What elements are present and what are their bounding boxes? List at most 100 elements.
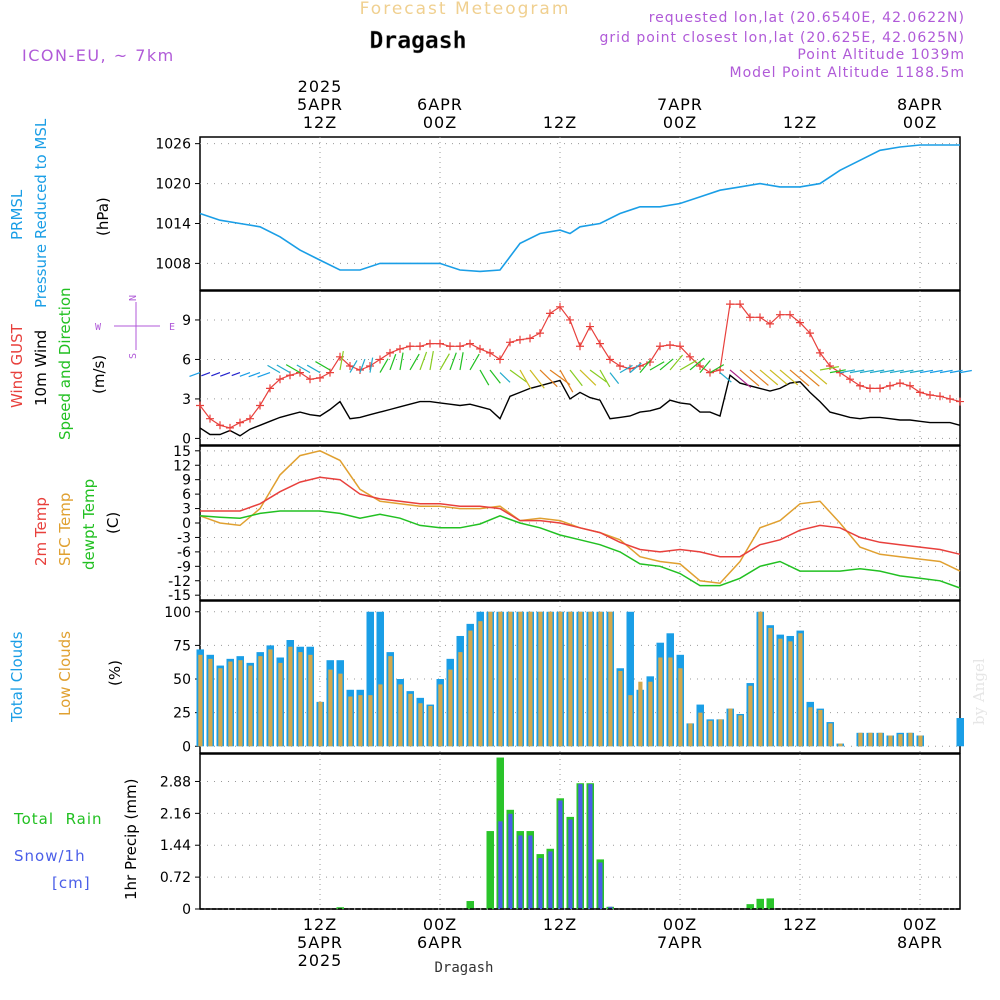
low-cloud-bar xyxy=(908,732,913,747)
low-cloud-bar xyxy=(638,681,643,747)
low-cloud-bar xyxy=(578,611,583,747)
wind-arrow xyxy=(729,369,752,388)
wind-arrow xyxy=(719,372,732,383)
low-cloud-bar xyxy=(828,723,833,747)
sfc-temp-label: SFC Temp xyxy=(56,493,74,566)
wind-arrow xyxy=(285,364,301,374)
snow-bar xyxy=(588,784,593,909)
y-tick-label: -6 xyxy=(177,545,191,561)
snow-bar xyxy=(598,862,603,909)
low-cloud-bar xyxy=(778,638,783,747)
wind-arrow xyxy=(211,372,221,377)
gust-marker xyxy=(806,329,814,338)
y-tick-label: 0 xyxy=(182,431,191,447)
gust-marker xyxy=(666,340,674,349)
low-cloud-bar xyxy=(818,709,823,747)
low-cloud-bar xyxy=(628,695,633,747)
low-cloud-bar xyxy=(588,611,593,747)
temp2m-label: 2m Temp xyxy=(32,497,50,566)
gust-marker xyxy=(526,334,534,343)
gust-marker xyxy=(516,335,524,344)
low-cloud-bar xyxy=(468,630,473,747)
low-cloud-bar xyxy=(888,735,893,747)
low-cloud-bar xyxy=(238,660,243,747)
low-cloud-bar xyxy=(698,712,703,747)
wind-arrow xyxy=(529,369,545,389)
gust-marker xyxy=(656,342,664,351)
time-label-top: 5APR xyxy=(297,95,343,114)
y-tick-label: 6 xyxy=(182,352,191,368)
time-label-top: 00Z xyxy=(663,113,697,132)
gust-marker xyxy=(386,348,394,357)
low-cloud-bar xyxy=(248,665,253,747)
wind-arrow xyxy=(569,369,583,387)
low-cloud-bar xyxy=(258,656,263,747)
low-cloud-bar xyxy=(318,701,323,747)
dewpt-line xyxy=(199,510,961,589)
chart-subtitle: Forecast Meteogram xyxy=(360,0,571,19)
time-label-bottom: 12Z xyxy=(303,915,337,934)
gust-marker xyxy=(346,362,354,371)
wind-arrow xyxy=(829,369,846,374)
dewpt-label: dewpt Temp xyxy=(80,479,98,570)
rain-bar xyxy=(336,907,344,909)
gust-marker xyxy=(876,384,884,393)
low-cloud-bar xyxy=(558,611,563,747)
wind-arrow xyxy=(759,369,779,386)
wind-arrow xyxy=(429,350,434,371)
low-cloud-bar xyxy=(378,684,383,747)
wind-10m-label: 10m Wind xyxy=(32,330,50,406)
time-label-top: 12Z xyxy=(543,113,577,132)
y-tick-label: 0 xyxy=(182,739,191,755)
wind-arrow xyxy=(419,351,428,371)
gust-marker xyxy=(566,315,574,324)
gust-marker xyxy=(236,418,244,427)
wind-arrow xyxy=(649,361,665,371)
low-cloud-bar xyxy=(508,611,513,747)
wind-arrow xyxy=(459,352,464,371)
pressure-unit: (hPa) xyxy=(94,197,112,236)
time-label-top: 12Z xyxy=(783,113,817,132)
y-tick-label: 1020 xyxy=(155,177,191,193)
low-cloud-bar xyxy=(568,611,573,747)
low-cloud-bar xyxy=(748,685,753,747)
time-label-bottom: 7APR xyxy=(657,933,703,952)
wind-arrow xyxy=(469,353,480,371)
low-cloud-bar xyxy=(348,696,353,747)
snow-unit-label: [cm] xyxy=(52,874,91,892)
gust-marker xyxy=(606,355,614,364)
gust-marker xyxy=(306,375,314,384)
low-cloud-bar xyxy=(278,662,283,747)
rain-bar xyxy=(486,831,494,909)
time-label-bottom: 12Z xyxy=(543,915,577,934)
low-cloud-bar xyxy=(408,693,413,747)
wind-arrow xyxy=(629,362,642,374)
wind-arrow xyxy=(949,369,963,374)
rain-bar xyxy=(746,904,754,909)
time-label-top: 12Z xyxy=(303,113,337,132)
gust-marker xyxy=(766,319,774,328)
y-tick-label: 6 xyxy=(182,487,191,503)
wind-arrow xyxy=(589,369,607,383)
snow-bar xyxy=(498,821,503,909)
wind-arrow xyxy=(919,369,934,374)
wind-arrow xyxy=(959,369,972,374)
low-cloud-bar xyxy=(428,705,433,747)
gust-marker xyxy=(476,344,484,353)
gust-marker xyxy=(246,414,254,423)
gust-marker xyxy=(206,414,214,423)
rain-label: Total Rain xyxy=(13,810,103,828)
low-cloud-bar xyxy=(418,703,423,747)
wind-unit: (m/s) xyxy=(90,355,108,394)
prmsl-label: PRMSL xyxy=(8,189,26,240)
time-label-top: 8APR xyxy=(897,95,943,114)
time-label-top: 7APR xyxy=(657,95,703,114)
wind-arrow xyxy=(239,372,251,377)
wind-gust-line xyxy=(199,303,961,429)
wind-arrow xyxy=(257,372,271,378)
gust-marker xyxy=(556,302,564,311)
wind-arrow xyxy=(769,369,788,385)
y-tick-label: 50 xyxy=(173,672,191,688)
gust-marker xyxy=(736,300,744,309)
